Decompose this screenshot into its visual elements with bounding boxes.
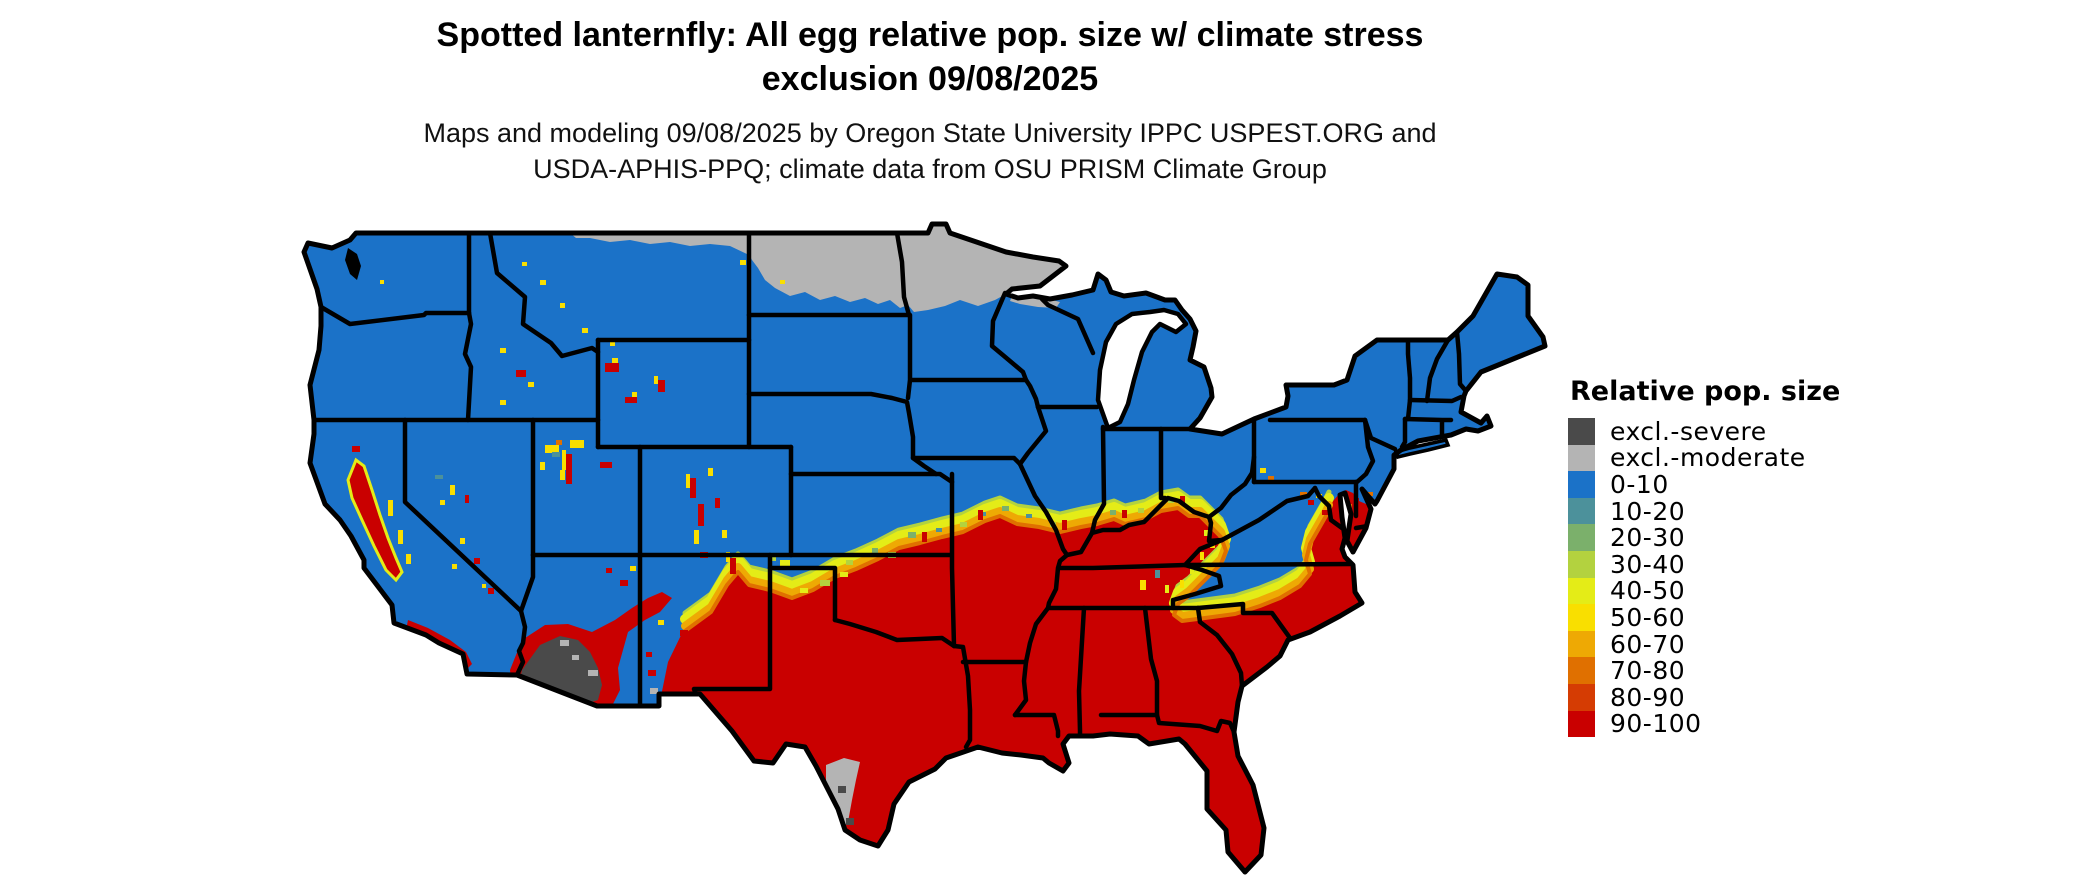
map-title: Spotted lanternfly: All egg relative pop… [330, 14, 1530, 101]
legend-label: 80-90 [1610, 682, 1686, 712]
lake-michigan [1095, 307, 1189, 431]
legend-swatch-c90 [1568, 710, 1595, 738]
legend-label: 60-70 [1610, 629, 1686, 659]
legend-swatch-moderate [1568, 444, 1595, 472]
legend-item-10-20: 10-20 [1568, 496, 1928, 526]
legend-label: 30-40 [1610, 549, 1686, 579]
legend-swatch-c50 [1568, 604, 1595, 631]
legend-swatch-severe [1568, 418, 1595, 445]
map-subtitle-line2: USDA-APHIS-PPQ; climate data from OSU PR… [533, 153, 1327, 184]
state-borders [311, 230, 1469, 750]
legend-item-60-70: 60-70 [1568, 629, 1928, 659]
california-central-valley-region [346, 457, 404, 583]
legend-swatch-c80 [1568, 683, 1595, 711]
legend-item-20-30: 20-30 [1568, 523, 1928, 553]
legend-title: Relative pop. size [1570, 376, 1841, 407]
legend-item-50-60: 50-60 [1568, 602, 1928, 632]
legend-swatch-c40 [1568, 577, 1595, 605]
map-title-line1: Spotted lanternfly: All egg relative pop… [436, 16, 1424, 54]
us-risk-map [260, 200, 1560, 892]
legend-item-excl.-moderate: excl.-moderate [1568, 443, 1928, 473]
legend-label: excl.-moderate [1610, 443, 1806, 473]
legend-item-90-100: 90-100 [1568, 709, 1928, 739]
legend-item-30-40: 30-40 [1568, 549, 1928, 579]
puget-sound-inlets [345, 248, 361, 280]
legend-label: 20-30 [1610, 523, 1686, 553]
legend-swatch-c70 [1568, 657, 1595, 684]
north-moderate-exclusion-region [570, 224, 1066, 312]
legend-swatch-c10 [1568, 497, 1595, 525]
legend-label: 70-80 [1610, 656, 1686, 686]
legend-swatch-c0 [1568, 471, 1595, 498]
texas-south-severe-speck [838, 786, 846, 793]
legend-label: 90-100 [1610, 709, 1702, 739]
map-legend: Relative pop. size excl.-severe excl.-mod… [1568, 376, 1928, 739]
legend-items: excl.-severe excl.-moderate 0-10 10-20 20-30… [1568, 416, 1928, 739]
legend-swatch-c30 [1568, 550, 1595, 578]
legend-label: 50-60 [1610, 602, 1686, 632]
legend-swatch-c60 [1568, 630, 1595, 658]
map-title-line2: exclusion 09/08/2025 [761, 59, 1099, 98]
map-subtitle-line1: Maps and modeling 09/08/2025 by Oregon S… [423, 118, 1437, 148]
legend-item-70-80: 70-80 [1568, 656, 1928, 686]
texas-south-severe-speck2 [846, 818, 854, 825]
legend-label: excl.-severe [1610, 416, 1767, 446]
legend-label: 40-50 [1610, 576, 1686, 606]
legend-swatch-c20 [1568, 524, 1595, 551]
legend-item-80-90: 80-90 [1568, 682, 1928, 712]
legend-item-excl.-severe: excl.-severe [1568, 416, 1928, 446]
legend-label: 0-10 [1610, 469, 1669, 499]
map-subtitle: Maps and modeling 09/08/2025 by Oregon S… [330, 116, 1530, 187]
long-island [1393, 437, 1451, 460]
legend-item-40-50: 40-50 [1568, 576, 1928, 606]
legend-item-0-10: 0-10 [1568, 469, 1928, 499]
legend-label: 10-20 [1610, 496, 1686, 526]
